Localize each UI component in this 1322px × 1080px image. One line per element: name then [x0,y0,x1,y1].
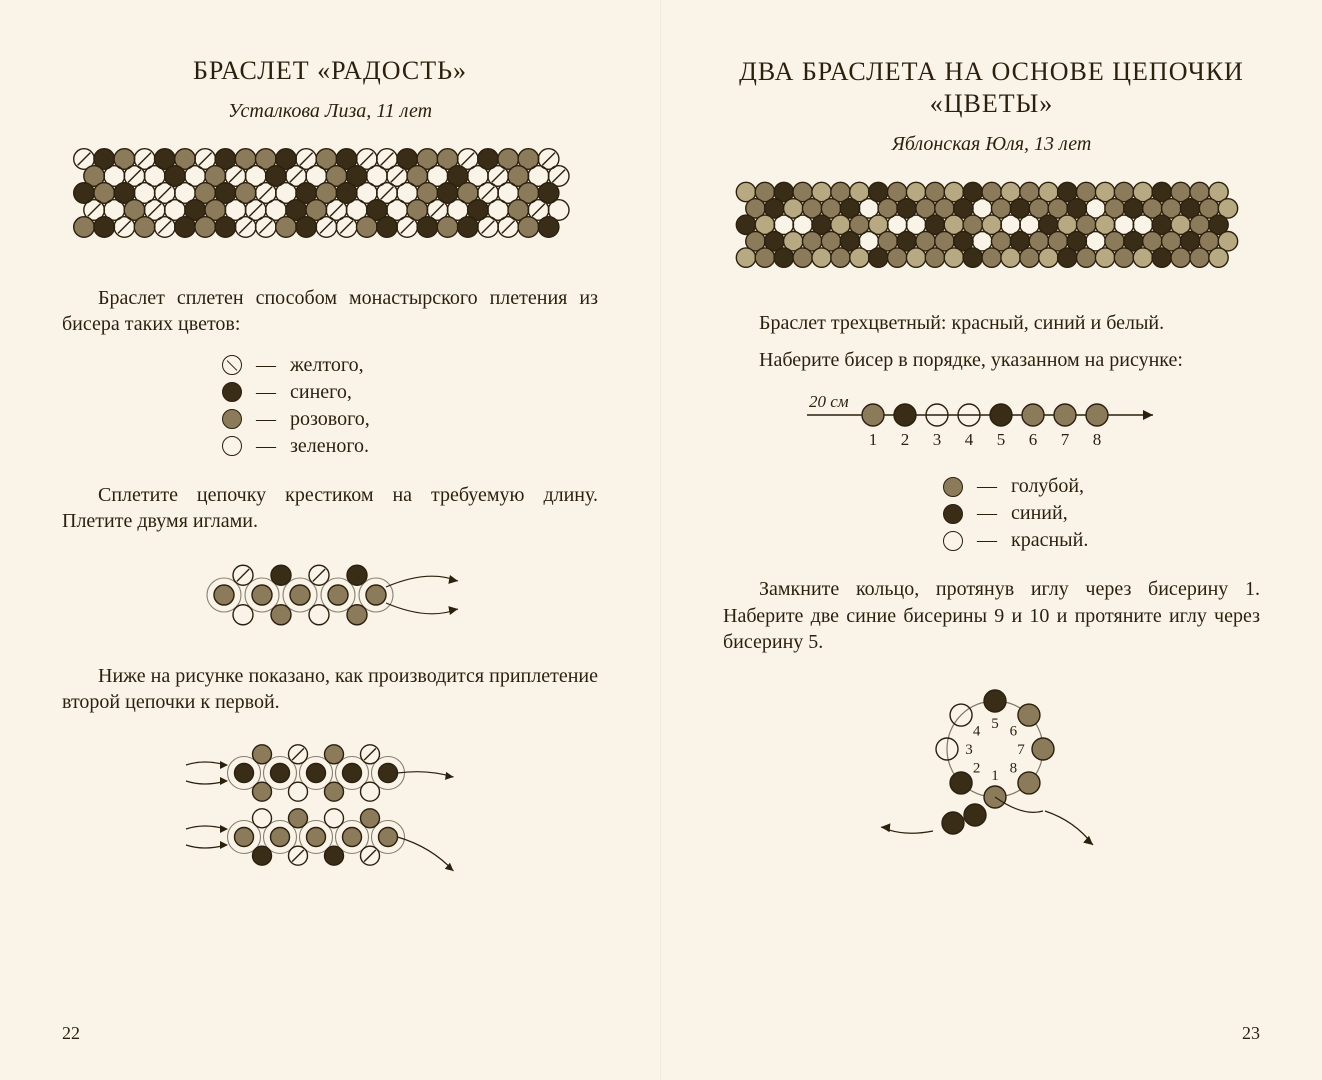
svg-text:7: 7 [1060,430,1069,449]
svg-text:8: 8 [1092,430,1101,449]
legend-dash: — [256,406,276,433]
legend-row: — желтого, [222,352,598,379]
legend-bead-icon [222,355,242,375]
legend-label: синий, [1011,500,1068,527]
bracelet-flowers-figure [723,178,1260,288]
legend-row: — синего, [222,379,598,406]
legend-row: — красный. [943,527,1260,554]
intro-text: Браслет сплетен способом монастырского п… [62,287,598,335]
legend-bead-icon [222,436,242,456]
color-legend: — голубой, — синий, — красный. [943,473,1260,554]
svg-text:6: 6 [1028,430,1037,449]
legend-row: — зеленого. [222,433,598,460]
legend-bead-icon [943,531,963,551]
ring-svg: 12 3 45678 [867,669,1117,859]
bracelet-joy-figure [62,145,598,263]
svg-text:5: 5 [991,716,999,732]
paragraph-3: Замкните кольцо, протянув иглу через бис… [723,576,1260,655]
intro-text: Браслет трехцветный: красный, синий и бе… [759,312,1164,334]
legend-label: желтого, [290,352,364,379]
intro-paragraph-2: Наберите бисер в порядке, указанном на р… [723,347,1260,373]
legend-dash: — [256,433,276,460]
legend-row: — синий, [943,500,1260,527]
page-left: БРАСЛЕТ «РАДОСТЬ» Усталкова Лиза, 11 лет… [0,0,661,1080]
legend-bead-icon [222,409,242,429]
bead-string-svg: 20 см 1 2 3 4 5 6 7 8 [777,387,1207,457]
legend-dash: — [977,527,997,554]
bead-string-figure: 20 см 1 2 3 4 5 6 7 8 [723,387,1260,457]
svg-text:7: 7 [1017,742,1025,758]
ring-figure: 12 3 45678 [723,669,1260,859]
chain-single-svg [180,549,480,641]
page-title: ДВА БРАСЛЕТА НА ОСНОВЕ ЦЕПОЧКИ «ЦВЕТЫ» [723,56,1260,119]
svg-text:4: 4 [964,430,973,449]
legend-bead-icon [943,477,963,497]
svg-text:1: 1 [868,430,877,449]
svg-text:5: 5 [996,430,1005,449]
chain-double-svg [180,729,480,887]
svg-text:20 см: 20 см [809,392,849,411]
color-legend: — желтого, — синего, — розового, — зеленого. [222,352,598,460]
legend-bead-icon [222,382,242,402]
page-number: 23 [1242,1023,1260,1044]
legend-dash: — [977,500,997,527]
legend-label: розового, [290,406,370,433]
paragraph-3-text: Замкните кольцо, протянув иглу через бис… [723,578,1260,653]
svg-text:6: 6 [1009,724,1017,740]
paragraph-3: Ниже на рисунке показано, как производит… [62,663,598,716]
legend-row: — голубой, [943,473,1260,500]
legend-label: синего, [290,379,352,406]
bracelet-flowers-svg [732,178,1252,288]
legend-row: — розового, [222,406,598,433]
bracelet-joy-svg [70,145,590,263]
paragraph-2: Сплетите цепочку крестиком на требуемую … [62,482,598,535]
intro-paragraph: Браслет трехцветный: красный, синий и бе… [723,310,1260,336]
page-title: БРАСЛЕТ «РАДОСТЬ» [62,56,598,86]
legend-label: голубой, [1011,473,1084,500]
legend-bead-icon [943,504,963,524]
legend-label: зеленого. [290,433,369,460]
paragraph-3-text: Ниже на рисунке показано, как производит… [62,665,598,713]
svg-text:3: 3 [932,430,941,449]
legend-dash: — [256,352,276,379]
chain-single-figure [62,549,598,641]
intro-paragraph: Браслет сплетен способом монастырского п… [62,285,598,338]
byline: Усталкова Лиза, 11 лет [62,100,598,123]
svg-text:3: 3 [965,742,973,758]
paragraph-2-text: Сплетите цепочку крестиком на требуемую … [62,484,598,532]
page-number: 22 [62,1023,80,1044]
svg-text:4: 4 [972,724,980,740]
legend-dash: — [256,379,276,406]
legend-dash: — [977,473,997,500]
svg-text:1: 1 [991,768,999,784]
svg-text:2: 2 [972,761,980,777]
intro-text-2: Наберите бисер в порядке, указанном на р… [759,349,1183,371]
svg-text:8: 8 [1009,761,1017,777]
chain-double-figure [62,729,598,887]
svg-text:2: 2 [900,430,909,449]
legend-label: красный. [1011,527,1088,554]
byline: Яблонская Юля, 13 лет [723,133,1260,156]
page-right: ДВА БРАСЛЕТА НА ОСНОВЕ ЦЕПОЧКИ «ЦВЕТЫ» Я… [661,0,1322,1080]
